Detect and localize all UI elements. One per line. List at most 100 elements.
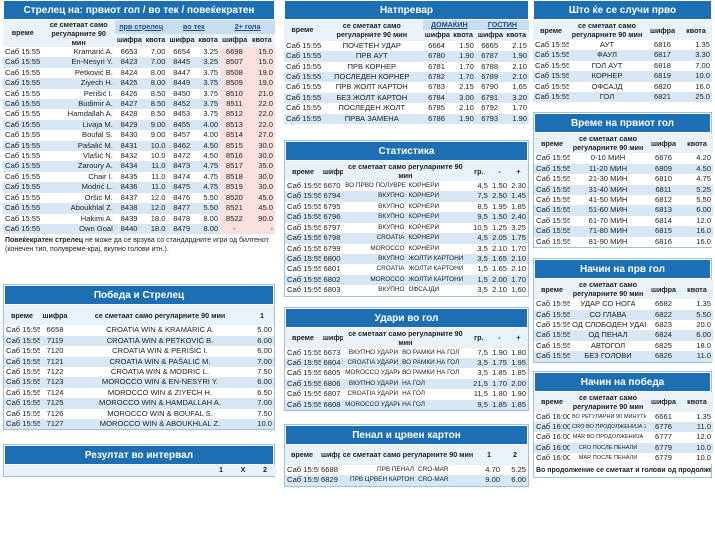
- table-row[interactable]: Саб 15:55 Vlašić N. 8432 10.0 8472 4.50 8516 30…: [3, 151, 275, 162]
- table-row[interactable]: Саб 15:55 Hakimi A. 8439 18.0 8478 8.00 8522 90…: [3, 213, 275, 224]
- table-row[interactable]: Саб 15:55 0-10 МИН 6676 4.20: [534, 153, 713, 164]
- table-row[interactable]: Саб 15:55 Chair I. 8435 11.0 8474 4.75 8518 30.…: [3, 171, 275, 183]
- table-row[interactable]: Саб 15:55 Livaja M. 8429 9.00 8455 4.00 8513 22…: [3, 119, 275, 131]
- table-cell: 6800: [320, 253, 344, 265]
- table-row[interactable]: Саб 15:55 ПРВ КОРНЕР 6781 1.70 6788 2.10: [284, 61, 529, 73]
- table-row[interactable]: Саб 15:55 6803 ВКУПНО ОФСАЈДИ 3,5 2.10 1.60: [285, 285, 528, 296]
- table-row[interactable]: Саб 15:55 Budimir A. 8427 8.50 8452 3.75 8511 2…: [3, 99, 275, 110]
- table-cell: 5.50: [195, 203, 221, 214]
- table-cell: Hamdallah A.: [42, 109, 115, 120]
- table-row[interactable]: Саб 15:55 61-70 МИН 6814 12.0: [534, 215, 713, 227]
- table-row[interactable]: Саб 15:55 6829 ПРВ ЦРВЕН КАРТОН CRO-MAR 9.00…: [285, 475, 529, 486]
- table-row[interactable]: Саб 15:55 21-30 МИН 6810 4.75: [534, 174, 713, 185]
- table-cell: Саб 15:55: [4, 408, 40, 419]
- table-cell: 8425: [114, 78, 144, 89]
- table-cell: CROATIA WIN & KRAMARIĆ A.: [70, 325, 250, 336]
- table-row[interactable]: Саб 15:55 6797 ВКУПНО КОРНЕРИ 10,5 1.25 3.25: [285, 222, 528, 234]
- table-row[interactable]: Саб 15:55 ПОСЛЕДЕН КОРНЕР 6782 1.70 6789 2.10: [284, 72, 529, 83]
- table-row[interactable]: Саб 15:55 7121 CROATIA WIN & PAŠALIĆ M. 7.0…: [4, 356, 274, 367]
- table-row[interactable]: Саб 15:55 Zaroury A. 8434 11.0 8473 4.75 8517 3…: [3, 161, 275, 172]
- table-row[interactable]: Саб 15:55 Boufal S. 8430 9.00 8457 4.00 8514 27…: [3, 130, 275, 141]
- table-row[interactable]: Саб 15:55 6805 MOROCCO УДАРИ ВО РАМКИ НА ГО…: [285, 368, 528, 379]
- table-row[interactable]: Саб 15:55 6658 CROATIA WIN & KRAMARIĆ A. 5.…: [4, 325, 274, 336]
- table-row[interactable]: Саб 15:55 71-80 МИН 6815 16.0: [534, 226, 713, 237]
- table-row[interactable]: Саб 15:55 6798 CROATIA КОРНЕРИ 4,5 2.05 1.75: [285, 233, 528, 244]
- table-row[interactable]: Саб 15:55 ОФСАЈД 6820 16.0: [533, 81, 712, 93]
- table-row[interactable]: Саб 15:55 7120 CROATIA WIN & PERIŠIĆ I. 6.0…: [4, 346, 274, 357]
- table-row[interactable]: Саб 15:55 Kramarić A. 6653 7.00 6654 3.25 6698…: [3, 47, 275, 58]
- table-row[interactable]: Саб 15:55 Aboukhlal Z. 8438 12.0 8477 5.50 852…: [3, 203, 275, 214]
- table-row[interactable]: Саб 15:55 11-20 МИН 6809 4.50: [534, 163, 713, 175]
- table-row[interactable]: Саб 15:55 31-40 МИН 6811 5.25: [534, 184, 713, 196]
- table-row[interactable]: Саб 15:55 УДАР СО НОГА 6682 1.35: [534, 299, 713, 310]
- table-row[interactable]: Саб 15:55 СО ГЛАВА 6822 5.50: [534, 309, 713, 320]
- table-row[interactable]: Саб 15:55 Own Goal 8440 18.0 8479 8.00- -: [3, 223, 275, 235]
- table-row[interactable]: Саб 15:55 7127 MOROCCO WIN & ABOUKHLAL Z. 1…: [4, 418, 274, 430]
- table-row[interactable]: Саб 16:00 MAR ПОСЛЕ ПЕНАЛИ 6779 10.0: [534, 453, 713, 464]
- table-row[interactable]: Саб 16:00 CRO ПОСЛЕ ПЕНАЛИ 6779 10.0: [534, 442, 713, 454]
- table-row[interactable]: Саб 15:55 6808 MOROCCO УДАРИ НА ГОЛ 9,5 1.85 1…: [285, 399, 528, 410]
- table-row[interactable]: Саб 15:55 Hamdallah A. 8428 8.50 8453 3.75 851…: [3, 109, 275, 120]
- table-cell: 4.75: [681, 174, 713, 185]
- table-row[interactable]: Саб 15:55 БЕЗ ЖОЛТ КАРТОН 6784 3.00 6791 3.20: [284, 92, 529, 104]
- table-row[interactable]: Саб 15:55 6796 ВКУПНО КОРНЕРИ 9,5 1.50 2.40: [285, 212, 528, 223]
- table-cell: 10.0: [143, 151, 168, 162]
- table-row[interactable]: Саб 15:55 ОД СЛОБОДЕН УДАР 6823 20.0: [534, 319, 713, 331]
- table-row[interactable]: Саб 15:55 6688 ПРВ ПЕНАЛ CRO-MAR 4.70 5.25: [285, 464, 529, 476]
- table-row[interactable]: Саб 15:55 6802 MOROCCO ЖОЛТИ КАРТОНИ 1,5 2.00…: [285, 274, 528, 286]
- table-row[interactable]: Саб 15:55 БЕЗ ГОЛОВИ 6826 11.0: [534, 351, 713, 362]
- table-row[interactable]: Саб 15:55 6801 CROATIA ЖОЛТИ КАРТОНИ 1,5 1.65…: [285, 264, 528, 275]
- table-row[interactable]: Саб 15:55 51-60 МИН 6813 6.00: [534, 205, 713, 216]
- table-row[interactable]: Саб 15:55 ГОЛ АУТ 6818 7.00: [533, 60, 712, 72]
- table-row[interactable]: Саб 15:55 ФАУЛ 6817 3.30: [533, 50, 712, 61]
- table-row[interactable]: Саб 15:55 81-90 МИН 6816 16.0: [534, 236, 713, 248]
- table-row[interactable]: Саб 15:55 Pašalić M. 8431 10.0 8462 4.50 8515 3…: [3, 140, 275, 152]
- table-row[interactable]: Саб 15:55 ПРВА ЗАМЕНА 6786 1.90 6793 1.90: [284, 113, 529, 125]
- table-row[interactable]: Саб 15:55 6800 ВКУПНО ЖОЛТИ КАРТОНИ 3,5 1.65 2…: [285, 253, 528, 265]
- table-row[interactable]: Саб 15:55 7119 CROATIA WIN & PETKOVIĆ B. 6.…: [4, 335, 274, 347]
- table-cell: Саб 15:55: [534, 195, 570, 206]
- table-row[interactable]: Саб 15:55 ПРВ ЖОЛТ КАРТОН 6783 2.15 6790 1.65: [284, 82, 529, 93]
- table-cell: Саб 15:55: [284, 103, 321, 114]
- table-row[interactable]: Саб 15:55 ГОЛ 6821 25.0: [533, 92, 712, 103]
- table-row[interactable]: Саб 15:55 Petković B. 8424 8.00 8447 3.75 8508…: [3, 67, 275, 79]
- table-row[interactable]: Саб 15:55 7123 MOROCCO WIN & EN-NESYRI Y. 6…: [4, 377, 274, 388]
- table-row[interactable]: Саб 15:55 ПРВ АУТ 6780 1.90 6787 1.90: [284, 51, 529, 62]
- table-row[interactable]: Саб 15:55 Oršić M. 8437 12.0 8476 5.50 8520 45.…: [3, 192, 275, 204]
- table-row[interactable]: Саб 15:55 КОРНЕР 6819 10.0: [533, 71, 712, 82]
- table-row[interactable]: Саб 15:55 АУТ 6816 1.35: [533, 40, 712, 51]
- table-row[interactable]: Саб 15:55 7126 MOROCCO WIN & BOUFAL S. 7.50: [4, 408, 274, 419]
- table-cell: 6789: [475, 72, 504, 83]
- table-row[interactable]: Саб 15:55 Modrić L. 8436 11.0 8475 4.75 8519 30…: [3, 182, 275, 193]
- col-sif: шифра: [646, 391, 681, 412]
- table-row[interactable]: Саб 15:55 6799 MOROCCO КОРНЕРИ 3,5 2.10 1.70: [285, 243, 528, 254]
- table-row[interactable]: Саб 15:55 ПОЧЕТЕН УДАР 6664 1.50 6665 2.15: [284, 40, 529, 52]
- table-row[interactable]: Саб 15:55 ОД ПЕНАЛ 6824 6.00: [534, 330, 713, 341]
- table-cell: Саб 15:55: [534, 236, 570, 248]
- table-row[interactable]: Саб 16:00 MAR ВО ПРОДОЛЖЕНИЈА 6777 12.0: [534, 432, 713, 443]
- table-cell: ВКУПНО: [343, 285, 407, 296]
- table-row[interactable]: Саб 15:55 6794 ВКУПНО КОРНЕРИ 7,5 2.50 1.45: [285, 191, 528, 202]
- table-cell: MAR ПОСЛЕ ПЕНАЛИ: [570, 453, 646, 464]
- table-row[interactable]: Саб 15:55 Ziyech H. 8425 8.00 8449 3.75 8509 19…: [3, 78, 275, 89]
- table-cell: MOROCCO: [343, 243, 407, 254]
- table-row[interactable]: Саб 15:55 7125 MOROCCO WIN & HAMDALLAH A. 7…: [4, 398, 274, 409]
- table-row[interactable]: Саб 15:55 7124 MOROCCO WIN & ZIYECH H. 6.50: [4, 387, 274, 399]
- table-row[interactable]: Саб 15:55 En-Nesyri Y. 8423 7.00 8445 3.25 850…: [3, 57, 275, 68]
- table-row[interactable]: Саб 15:55 7122 CROATIA WIN & MODRIĆ L. 7.50: [4, 366, 274, 378]
- table-cell: ВКУПНО: [343, 191, 407, 202]
- table-row[interactable]: Саб 15:55 6807 CROATIA УДАРИ НА ГОЛ 11,5 1.80…: [285, 389, 528, 400]
- table-row[interactable]: Саб 15:55 АВТОГОЛ 6825 18.0: [534, 340, 713, 352]
- table-row[interactable]: Саб 15:55 6673 ВКУПНО УДАРИ ВО РАМКИ НА ГОЛ…: [285, 347, 528, 358]
- table-row[interactable]: Саб 15:55 6804 CROATIA УДАРИ ВО РАМКИ НА ГО…: [285, 357, 528, 369]
- table-row[interactable]: Саб 15:55 Perišić I. 8426 8.50 8450 3.75 8510 2…: [3, 88, 275, 100]
- table-row[interactable]: Саб 15:55 41-50 МИН 6812 5.50: [534, 195, 713, 206]
- table-row[interactable]: Саб 16:00 ВО РЕГУЛАРНИ 90 МИНУТИ 6661 1.35: [534, 411, 713, 422]
- table-cell: 6.00: [250, 377, 274, 388]
- table-row[interactable]: Саб 15:55 ПОСЛЕДЕН ЖОЛТ 6785 2.10 6792 1.70: [284, 103, 529, 114]
- table-row[interactable]: Саб 15:55 6806 ВКУПНО УДАРИ НА ГОЛ 21,5 1.70 2…: [285, 378, 528, 390]
- table-row[interactable]: Саб 15:55 6795 ВКУПНО КОРНЕРИ 8,5 1.95 1.85: [285, 201, 528, 213]
- table-cell: Саб 15:55: [534, 319, 570, 331]
